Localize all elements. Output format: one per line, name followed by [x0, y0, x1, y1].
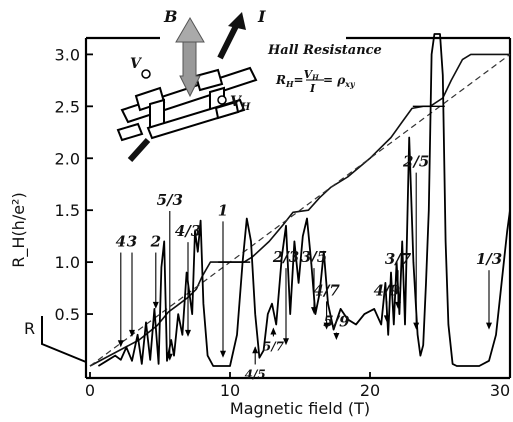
- fraction-arrowhead: [129, 329, 135, 337]
- x-tick-label: 10: [220, 381, 240, 400]
- fraction-label: 5/7: [263, 339, 285, 353]
- voltage-label: V: [130, 56, 143, 72]
- inset-title: Hall Resistance: [267, 43, 382, 58]
- inset-formula: Hall Resistance RH=VH = ρxy I: [267, 43, 382, 95]
- fraction-label: 2: [150, 233, 161, 251]
- fraction-label: 4/9: [374, 281, 401, 299]
- voltage-probe-icon: [141, 69, 151, 79]
- fraction-arrowhead: [486, 322, 492, 330]
- fraction-labels: 4 3 2 5/3 4/3 1 2/3 3/5 4/7 5/9 3/7 4/9 2/5 1/3 5/7 4/5: [116, 153, 503, 382]
- series-longitudinal: [97, 33, 511, 367]
- fraction-label: 4/3: [175, 222, 201, 240]
- fraction-label: 3/5: [301, 248, 327, 266]
- fraction-arrowhead: [166, 353, 173, 361]
- fraction-arrowhead: [413, 322, 420, 330]
- fraction-arrowhead: [311, 307, 317, 315]
- current-in-arrow-icon: [217, 20, 241, 60]
- fraction-label: 4/5: [245, 367, 266, 381]
- fraction-label: 3: [127, 233, 137, 251]
- x-axis-label: Magnetic field (T): [230, 399, 370, 418]
- y-tick-label: 0.5: [55, 305, 80, 324]
- fraction-label: 2/3: [272, 248, 299, 266]
- fraction-arrowhead: [395, 301, 401, 309]
- fraction-arrowhead: [252, 346, 259, 354]
- fraction-arrowhead: [185, 329, 191, 337]
- inset-formula-text: RH=VH = ρxy: [275, 68, 356, 89]
- current-arrowhead-icon: [228, 12, 246, 30]
- formula-denominator: I: [309, 82, 316, 95]
- x-axis-ticks: 0 10 20 30: [85, 372, 511, 400]
- current-label: I: [257, 7, 266, 26]
- r-axis-stub: [41, 316, 87, 363]
- fraction-arrowhead: [117, 340, 124, 348]
- hall-probe-icon: [217, 95, 227, 105]
- fraction-arrowhead: [270, 327, 277, 335]
- y-axis-ticks: 0.5 1.0 1.5 2.0 2.5 3.0: [55, 45, 93, 324]
- fraction-arrowhead: [383, 315, 390, 323]
- fraction-arrowhead: [333, 333, 340, 341]
- y-tick-label: 2.0: [55, 149, 80, 168]
- fraction-label: 4/7: [313, 281, 340, 299]
- fraction-arrowhead: [323, 322, 330, 330]
- fraction-arrowhead: [220, 350, 226, 358]
- fraction-label: 1/3: [476, 250, 502, 268]
- field-label: B: [163, 7, 178, 26]
- r-axis-label: R: [24, 319, 35, 338]
- fraction-arrowhead: [283, 338, 289, 346]
- fraction-label: 5/9: [323, 313, 350, 331]
- fraction-label: 3/7: [385, 250, 412, 268]
- fraction-label: 1: [218, 201, 228, 219]
- field-arrow-head-icon: [175, 17, 205, 43]
- fraction-label: 5/3: [157, 191, 183, 209]
- y-tick-label: 2.5: [55, 97, 80, 116]
- fraction-label: 4: [116, 233, 126, 251]
- inset-schematic: B I V VH: [116, 7, 266, 163]
- field-arrow-icon: [179, 39, 201, 98]
- x-tick-label: 20: [360, 381, 380, 400]
- current-out-arrow-icon: [127, 137, 151, 163]
- y-tick-label: 3.0: [55, 45, 80, 64]
- y-tick-label: 1.5: [55, 201, 80, 220]
- x-tick-label: 0: [85, 381, 95, 400]
- fraction-label: 2/5: [402, 153, 429, 171]
- x-tick-label: 30: [490, 381, 510, 400]
- plot-frame: [84, 36, 512, 380]
- y-axis-label: R_H(h/e²): [9, 192, 29, 267]
- y-tick-label: 1.0: [55, 253, 80, 272]
- fraction-arrowhead: [152, 301, 159, 309]
